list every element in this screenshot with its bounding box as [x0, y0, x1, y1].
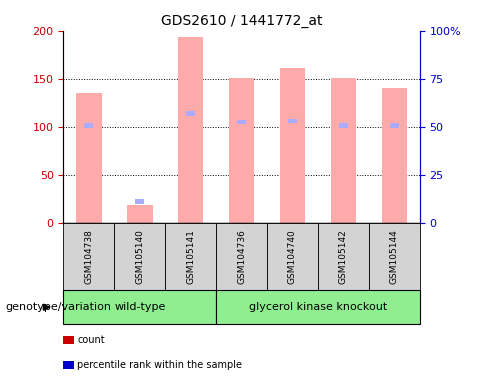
Bar [382, 88, 407, 223]
Text: glycerol kinase knockout: glycerol kinase knockout [249, 302, 387, 312]
Bar [84, 123, 93, 128]
Title: GDS2610 / 1441772_at: GDS2610 / 1441772_at [161, 14, 322, 28]
Bar [186, 111, 195, 116]
Bar [127, 205, 152, 223]
Text: GSM104738: GSM104738 [84, 229, 93, 284]
Bar [178, 38, 203, 223]
Text: GSM105144: GSM105144 [390, 229, 399, 284]
Bar [76, 93, 102, 223]
Text: GSM104736: GSM104736 [237, 229, 246, 284]
Bar [339, 123, 348, 128]
Bar [135, 199, 144, 204]
Bar [331, 78, 356, 223]
Text: genotype/variation: genotype/variation [5, 302, 111, 312]
Text: wild-type: wild-type [114, 302, 165, 312]
Bar [288, 119, 297, 123]
Bar [229, 78, 254, 223]
Text: count: count [77, 335, 105, 345]
Text: GSM105142: GSM105142 [339, 229, 348, 284]
Text: GSM105141: GSM105141 [186, 229, 195, 284]
Bar [280, 68, 305, 223]
Text: GSM104740: GSM104740 [288, 229, 297, 284]
Bar [390, 123, 399, 128]
Text: GSM105140: GSM105140 [135, 229, 144, 284]
Text: percentile rank within the sample: percentile rank within the sample [77, 360, 242, 370]
Bar [237, 119, 246, 124]
